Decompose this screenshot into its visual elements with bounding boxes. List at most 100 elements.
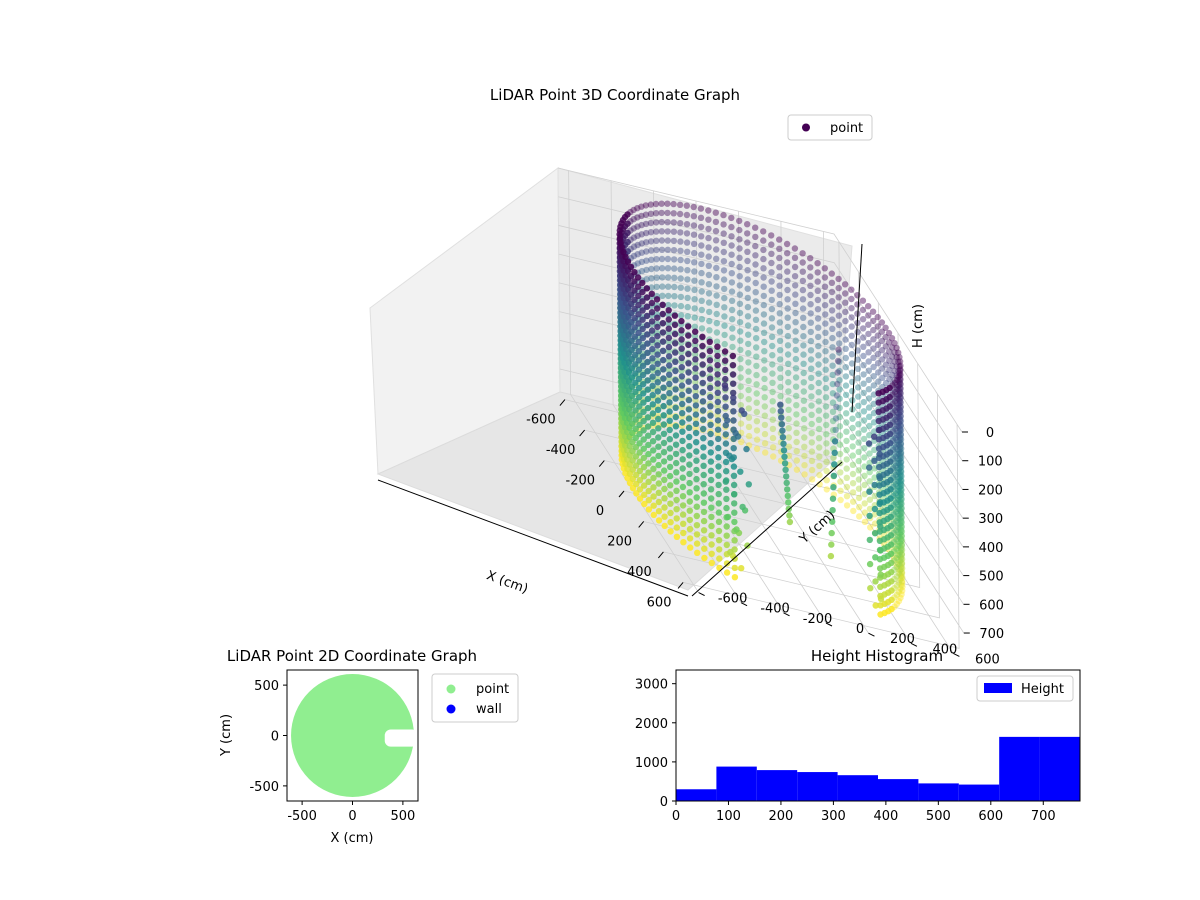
lidar-point-3d xyxy=(730,417,737,424)
lidar-point-3d xyxy=(654,305,661,312)
lidar-point-3d xyxy=(768,259,775,267)
lidar-point-3d xyxy=(691,249,698,257)
lidar-point-3d xyxy=(705,207,712,214)
lidar-point-3d xyxy=(644,423,652,430)
lidar-point-3d xyxy=(659,283,666,290)
lidar-point-3d xyxy=(898,579,906,586)
lidar-point-3d xyxy=(745,359,752,366)
lidar-point-3d xyxy=(684,285,691,292)
lidar-point-3d xyxy=(843,474,850,481)
lidar-point-3d xyxy=(785,397,792,404)
lidar-point-3d xyxy=(816,462,823,470)
lidar-point-3d xyxy=(769,434,777,442)
lidar-point-3d xyxy=(842,391,850,399)
lidar-point-3d xyxy=(745,377,752,384)
lidar-point-3d xyxy=(898,537,906,544)
lidar-point-3d xyxy=(897,570,904,577)
lidar-point-3d xyxy=(683,211,691,219)
lidar-point-3d xyxy=(891,594,898,601)
lidar-point-3d xyxy=(814,269,821,276)
lidar-point-3d xyxy=(677,275,684,282)
lidar-point-3d xyxy=(665,353,673,360)
lidar-point-3d xyxy=(899,574,906,581)
lidar-point-3d xyxy=(645,469,652,476)
lidar-point-3d xyxy=(652,210,660,217)
lidar-point-3d xyxy=(635,366,643,373)
lidar-point-3d xyxy=(649,391,656,399)
lidar-point-3d xyxy=(866,505,874,513)
lidar-point-3d xyxy=(785,415,792,423)
lidar-point-3d xyxy=(895,561,902,568)
lidar-point-3d xyxy=(776,291,783,299)
lidar-point-3d xyxy=(807,273,814,280)
lidar-point-3d xyxy=(715,490,722,498)
lidar-point-3d xyxy=(658,255,666,263)
lidar-point-3d xyxy=(636,477,644,484)
lidar-point-3d xyxy=(822,412,830,419)
lidar-point-3d xyxy=(686,489,693,496)
lidar-point-3d xyxy=(658,209,665,217)
lidar-point-3d xyxy=(894,473,901,481)
lidar-point-3d xyxy=(865,358,872,365)
legend-3d-marker xyxy=(802,123,810,132)
lidar-point-3d xyxy=(893,563,900,571)
lidar-point-3d xyxy=(638,212,645,220)
legend-2d-point-marker xyxy=(446,684,456,694)
lidar-point-3d xyxy=(700,490,707,497)
lidar-point-3d xyxy=(822,311,829,318)
lidar-point-3d xyxy=(698,251,705,258)
lidar-point-3d xyxy=(706,308,713,316)
lidar-point-3d xyxy=(780,440,787,447)
lidar-point-3d xyxy=(655,517,663,524)
lidar-point-3d xyxy=(893,400,901,407)
lidar-point-3d xyxy=(721,285,728,293)
lidar-point-3d xyxy=(685,341,692,349)
lidar-point-3d xyxy=(843,428,850,435)
lidar-point-3d xyxy=(897,384,904,392)
lidar-point-3d xyxy=(715,472,722,479)
lidar-point-3d xyxy=(627,227,634,234)
lidar-point-3d xyxy=(715,481,722,489)
lidar-point-3d xyxy=(828,298,836,305)
lidar-point-3d xyxy=(645,460,652,467)
legend-3d: point xyxy=(787,114,873,141)
lidar-point-3d xyxy=(729,325,736,332)
z-tick-3d: 200 xyxy=(978,483,1003,498)
lidar-point-3d xyxy=(829,334,836,342)
lidar-point-3d xyxy=(890,520,897,527)
histogram-bar xyxy=(716,766,757,801)
lidar-point-3d xyxy=(780,447,788,454)
lidar-point-3d xyxy=(894,501,902,508)
lidar-point-3d xyxy=(622,253,629,260)
lidar-point-3d xyxy=(658,228,665,235)
lidar-point-3d xyxy=(777,393,784,400)
lidar-point-3d xyxy=(692,337,699,345)
lidar-point-3d xyxy=(714,417,722,424)
lidar-point-3d xyxy=(879,356,886,363)
lidar-point-3d xyxy=(897,412,904,419)
lidar-point-3d xyxy=(659,301,666,308)
lidar-point-3d xyxy=(685,415,693,422)
lidar-point-3d xyxy=(685,332,692,339)
lidar-point-3d xyxy=(677,229,684,236)
lidar-point-3d xyxy=(738,407,745,414)
lidar-point-3d xyxy=(761,375,768,383)
lidar-point-3d xyxy=(871,457,878,464)
lidar-point-3d xyxy=(893,363,900,370)
lidar-point-3d xyxy=(815,398,822,405)
lidar-point-3d xyxy=(686,516,694,524)
lidar-point-3d xyxy=(898,532,905,539)
lidar-point-3d xyxy=(654,388,662,395)
lidar-point-3d xyxy=(792,365,800,372)
lidar-point-3d xyxy=(893,354,900,361)
lidar-point-3d xyxy=(634,274,642,281)
lidar-point-3d xyxy=(700,462,707,469)
plot-2d: LiDAR Point 2D Coordinate Graph -500 0 500… xyxy=(219,647,519,846)
lidar-point-3d xyxy=(643,257,650,264)
lidar-point-3d xyxy=(808,411,815,418)
lidar-point-3d xyxy=(859,316,867,323)
lidar-point-3d xyxy=(723,486,730,493)
lidar-point-3d xyxy=(785,369,792,377)
lidar-point-3d xyxy=(693,466,700,474)
lidar-point-3d xyxy=(672,349,679,356)
